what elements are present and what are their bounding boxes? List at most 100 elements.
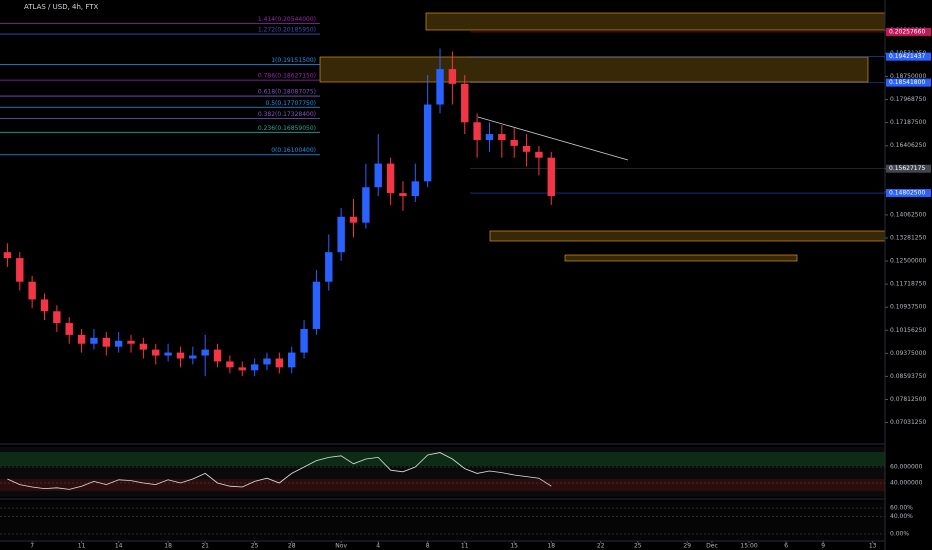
y-tick-label: 0.12500000 bbox=[890, 258, 926, 265]
fib-label: 0.236(0.16859050) bbox=[258, 125, 316, 132]
x-tick-label: 11 bbox=[78, 543, 86, 550]
chart-title: ATLAS / USD, 4h, FTX bbox=[24, 3, 99, 11]
price-marker bbox=[886, 78, 931, 87]
candle-body bbox=[226, 361, 234, 368]
y-tick-label: 0.07031250 bbox=[890, 419, 926, 426]
fib-label: 0.618(0.18087075) bbox=[258, 89, 316, 96]
candle-body bbox=[53, 311, 61, 324]
x-tick-label: 14 bbox=[115, 543, 123, 550]
y-tick-label: 0.17187500 bbox=[890, 119, 926, 126]
price-marker-label: 0.18541800 bbox=[889, 79, 925, 86]
fib-label: 1.272(0.20185950) bbox=[258, 27, 316, 34]
candle-body bbox=[498, 134, 506, 140]
x-tick-label: 25 bbox=[251, 543, 259, 550]
supply-zone bbox=[425, 12, 886, 31]
candle-body bbox=[176, 352, 185, 359]
x-tick-label: Dec bbox=[706, 543, 718, 550]
x-tick-label: 13 bbox=[869, 543, 877, 550]
rsi-tick-label: 60.000000 bbox=[890, 464, 923, 471]
rsi-overbought-band bbox=[0, 452, 885, 466]
price-marker bbox=[886, 164, 931, 173]
x-tick-label: 7 bbox=[30, 543, 34, 550]
candle-body bbox=[386, 163, 395, 194]
rsi-tick-label: 40.000000 bbox=[890, 480, 923, 487]
rsi-line bbox=[7, 452, 552, 490]
price-marker bbox=[886, 52, 931, 61]
candle-body bbox=[423, 104, 432, 182]
candle-body bbox=[461, 83, 469, 123]
candle-body bbox=[127, 340, 135, 344]
x-tick-label: 22 bbox=[597, 543, 605, 550]
x-tick-label: 15 bbox=[510, 543, 518, 550]
candle-body bbox=[547, 157, 555, 197]
supply-zone bbox=[319, 56, 869, 83]
x-tick-label: 18 bbox=[547, 543, 555, 550]
y-tick-label: 0.09375000 bbox=[890, 350, 926, 357]
candle-body bbox=[510, 139, 518, 146]
candle-body bbox=[325, 252, 333, 282]
candle-body bbox=[28, 281, 36, 300]
candle-body bbox=[263, 358, 271, 365]
candle-body bbox=[300, 328, 308, 353]
fib-label: 1(0.19151500) bbox=[271, 57, 316, 64]
x-tick-label: 6 bbox=[784, 543, 788, 550]
candle-body bbox=[16, 258, 24, 282]
rsi-oversold-band bbox=[0, 479, 885, 491]
candle-body bbox=[238, 367, 246, 371]
fib-label: 0.5(0.17707750) bbox=[266, 100, 317, 107]
y-tick-label: 0.16406250 bbox=[890, 142, 926, 149]
demand-zone bbox=[489, 230, 886, 242]
candle-body bbox=[337, 216, 345, 253]
fib-label: 0(0.16100400) bbox=[271, 147, 316, 154]
candle-body bbox=[485, 134, 494, 140]
stoch-tick-label: 40.00% bbox=[890, 513, 913, 520]
candle-body bbox=[448, 69, 457, 84]
fib-label: 0.382(0.17328400) bbox=[258, 111, 316, 118]
stoch-pane bbox=[0, 502, 885, 540]
candle-body bbox=[114, 340, 123, 347]
trend-line bbox=[477, 116, 629, 161]
stoch-tick-label: 60.00% bbox=[890, 505, 913, 512]
x-tick-label: 11 bbox=[461, 543, 469, 550]
y-tick-label: 0.14062500 bbox=[890, 211, 926, 218]
candle-body bbox=[90, 337, 98, 344]
candle-body bbox=[275, 358, 284, 368]
candle-body bbox=[374, 163, 382, 188]
price-marker-label: 0.19421437 bbox=[889, 53, 925, 60]
price-marker bbox=[886, 189, 931, 198]
demand-zone bbox=[564, 254, 798, 262]
fib-label: 0.786(0.18627150) bbox=[258, 73, 316, 80]
x-tick-label: 29 bbox=[683, 543, 691, 550]
y-tick-label: 0.10156250 bbox=[890, 327, 926, 334]
x-tick-label: 18 bbox=[164, 543, 172, 550]
candle-body bbox=[65, 323, 73, 335]
candle-body bbox=[411, 181, 420, 197]
y-tick-label: 0.10937500 bbox=[890, 304, 926, 311]
candle-body bbox=[535, 151, 543, 158]
candle-body bbox=[473, 122, 481, 140]
y-tick-label: 0.13281250 bbox=[890, 234, 926, 241]
y-tick-label: 0.18750000 bbox=[890, 73, 926, 80]
candle-body bbox=[152, 349, 160, 356]
price-marker-label: 0.20257660 bbox=[889, 28, 925, 35]
candle-body bbox=[164, 352, 172, 356]
candle-body bbox=[436, 69, 444, 105]
fib-label: 1.414(0.20544000) bbox=[258, 16, 316, 23]
candle-body bbox=[3, 252, 12, 259]
candle-body bbox=[287, 352, 296, 368]
x-tick-label: 8 bbox=[426, 543, 430, 550]
y-tick-label: 0.17968750 bbox=[890, 96, 926, 103]
candle-body bbox=[102, 337, 111, 347]
candle-body bbox=[522, 145, 531, 152]
y-tick-label: 0.08593750 bbox=[890, 373, 926, 380]
x-tick-label: 9 bbox=[821, 543, 825, 550]
stoch-tick-label: 0.00% bbox=[890, 530, 909, 537]
x-tick-label: 21 bbox=[201, 543, 209, 550]
candle-body bbox=[362, 187, 370, 223]
x-tick-label: 15:00 bbox=[740, 543, 757, 550]
x-tick-label: 4 bbox=[376, 543, 380, 550]
candle-body bbox=[213, 349, 222, 362]
x-tick-label: 25 bbox=[634, 543, 642, 550]
candle-body bbox=[399, 193, 407, 197]
